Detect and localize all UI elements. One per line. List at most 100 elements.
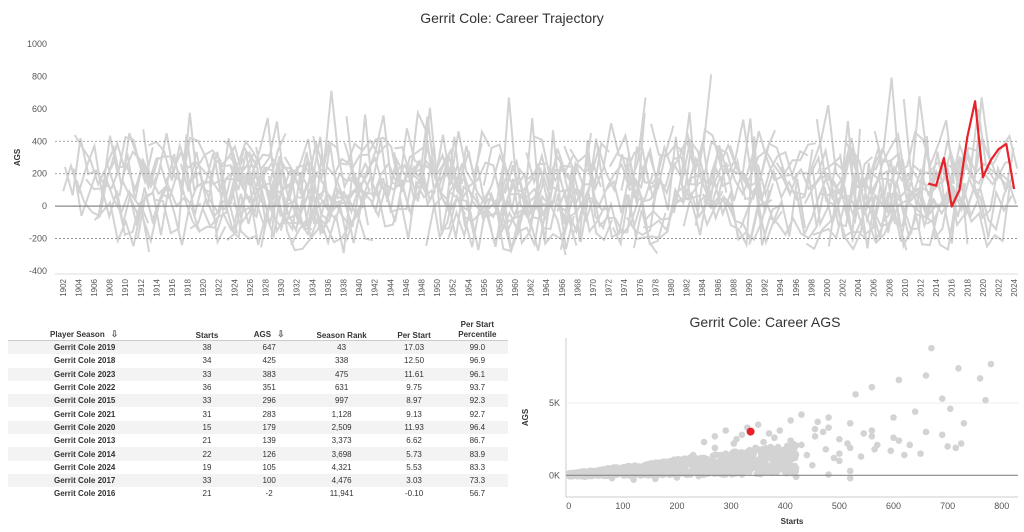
scatter-point — [938, 395, 946, 403]
x-tick-label: 2010 — [901, 278, 910, 296]
x-tick-label: 1984 — [698, 278, 707, 296]
table-cell: Gerrit Cole 2022 — [54, 383, 116, 393]
scatter-point — [836, 450, 843, 457]
x-tick-label: 1974 — [620, 278, 629, 296]
table-row[interactable]: Gerrit Cole 2017 33 100 4,476 3.03 73.3 — [8, 473, 508, 488]
background-trajectory — [155, 134, 227, 246]
scatter-point — [895, 376, 903, 384]
table-cell: Gerrit Cole 2023 — [54, 369, 116, 379]
scatter-point — [792, 450, 799, 458]
scatter-point — [736, 465, 744, 472]
table-cell: 34 — [202, 356, 212, 366]
scatter-point — [769, 456, 776, 464]
scatter-point — [922, 372, 930, 379]
table-cell: 11.61 — [404, 369, 424, 379]
table-row[interactable]: Gerrit Cole 2023 33 383 475 11.61 96.1 — [8, 367, 508, 381]
scatter-point — [836, 457, 843, 465]
table-cell: 92.3 — [469, 396, 486, 406]
scatter-point — [646, 463, 654, 470]
scatter-point — [700, 471, 708, 478]
background-trajectory — [839, 184, 864, 204]
background-trajectory — [589, 97, 647, 194]
x-tick-label: 1992 — [761, 278, 770, 296]
scatter-point — [668, 459, 675, 466]
scatter-point — [754, 466, 762, 473]
sort-icon[interactable]: ⇩ — [277, 329, 285, 339]
x-tick-label: 0 — [566, 501, 571, 511]
background-trajectory — [651, 136, 724, 228]
col-starts[interactable]: Starts — [195, 331, 219, 340]
scatter-point — [811, 432, 819, 440]
scatter-point — [695, 472, 702, 480]
background-trajectory — [120, 161, 170, 216]
table-cell: 425 — [262, 356, 276, 366]
scatter-point — [700, 438, 708, 446]
x-tick-label: 1994 — [776, 278, 785, 296]
x-tick-label: 1930 — [277, 278, 286, 296]
table-cell: Gerrit Cole 2013 — [54, 436, 116, 446]
x-tick-label: 1908 — [106, 278, 115, 296]
scatter-point — [706, 467, 713, 475]
scatter-point — [906, 441, 914, 449]
background-trajectory — [72, 168, 99, 217]
x-tick-label: 1954 — [464, 278, 473, 296]
table-cell: 86.7 — [469, 436, 486, 446]
table-row[interactable]: Gerrit Cole 2018 34 425 338 12.50 96.9 — [8, 354, 508, 367]
x-tick-label: 1958 — [495, 278, 504, 296]
table-cell: Gerrit Cole 2024 — [54, 462, 116, 472]
background-trajectory — [474, 161, 563, 251]
trajectory-chart: -400 -200 0 200 400 600 800 1000 AGS 1902 1904 1906… — [13, 39, 1019, 297]
table-row[interactable]: Gerrit Cole 2024 19 105 4,321 5.53 83.3 — [8, 461, 508, 474]
x-tick-label: 2022 — [995, 278, 1004, 296]
scatter-point — [738, 471, 746, 478]
col-per-start-percentile[interactable]: Per Start Percentile — [458, 320, 497, 339]
background-trajectory — [463, 196, 536, 253]
background-trajectory — [343, 128, 439, 187]
y-tick-label: 800 — [32, 71, 47, 81]
scatter-point — [825, 414, 832, 421]
scatter-point — [868, 383, 876, 391]
table-row[interactable]: Gerrit Cole 2016 21 -2 11,941 -0.10 56.7 — [8, 487, 508, 500]
x-tick-label: 2002 — [839, 278, 848, 296]
table-row[interactable]: Gerrit Cole 2015 33 296 997 8.97 92.3 — [8, 394, 508, 408]
scatter-point — [771, 434, 778, 442]
x-tick-label: 1932 — [293, 278, 302, 296]
scatter-point — [776, 427, 784, 434]
x-tick-label: 1920 — [199, 278, 208, 296]
background-trajectory — [136, 183, 201, 240]
x-tick-label: 1916 — [168, 278, 177, 296]
scatter-point — [830, 454, 838, 462]
gerrit-cole-series-line[interactable] — [928, 100, 1016, 208]
sort-icon[interactable]: ⇩ — [110, 329, 119, 339]
table-cell: Gerrit Cole 2017 — [54, 476, 116, 486]
table-cell: Gerrit Cole 2020 — [54, 422, 116, 432]
x-tick-label: 1918 — [184, 278, 193, 296]
x-tick-label: 1952 — [449, 278, 458, 296]
table-row[interactable]: Gerrit Cole 2022 36 351 631 9.75 93.7 — [8, 381, 508, 394]
background-trajectory — [811, 137, 884, 228]
scatter-point — [722, 427, 729, 434]
table-cell: 93.7 — [469, 383, 486, 393]
y-tick-label: 1000 — [27, 39, 47, 49]
x-tick-label: 1922 — [215, 278, 224, 296]
x-tick-label: 1972 — [605, 278, 614, 296]
table-cell: 21 — [202, 436, 212, 446]
col-player-season[interactable]: Player Season ⇩ — [50, 329, 119, 339]
col-ags[interactable]: AGS ⇩ — [253, 329, 285, 339]
scatter-point — [720, 460, 727, 468]
table-row[interactable]: Gerrit Cole 2019 38 647 43 17.03 99.0 — [8, 340, 508, 355]
table-row[interactable]: Gerrit Cole 2013 21 139 3,373 6.62 86.7 — [8, 434, 508, 447]
gerrit-cole-point[interactable] — [746, 427, 755, 436]
col-per-start[interactable]: Per Start — [397, 331, 431, 340]
table-cell: 73.3 — [469, 476, 486, 486]
table-cell: 9.75 — [406, 383, 422, 393]
table-cell: Gerrit Cole 2014 — [54, 449, 116, 459]
x-tick-label: 1950 — [433, 278, 442, 296]
table-row[interactable]: Gerrit Cole 2014 22 126 3,698 5.73 83.9 — [8, 447, 508, 461]
x-tick-label: 1912 — [137, 278, 146, 296]
table-row[interactable]: Gerrit Cole 2021 31 283 1,128 9.13 92.7 — [8, 407, 508, 420]
x-tick-label: 1998 — [807, 278, 816, 296]
table-row[interactable]: Gerrit Cole 2020 15 179 2,509 11.93 96.4 — [8, 420, 508, 435]
table-cell: 5.73 — [406, 449, 422, 459]
col-season-rank[interactable]: Season Rank — [316, 331, 367, 340]
